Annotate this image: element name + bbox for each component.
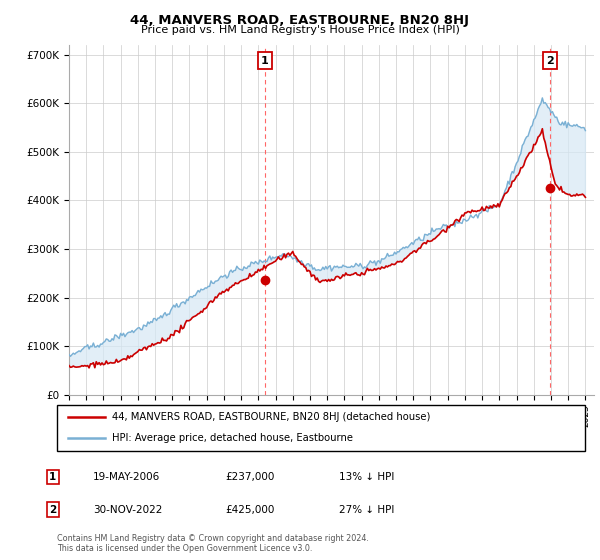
Text: Price paid vs. HM Land Registry's House Price Index (HPI): Price paid vs. HM Land Registry's House … xyxy=(140,25,460,35)
Text: 13% ↓ HPI: 13% ↓ HPI xyxy=(339,472,394,482)
Text: 1: 1 xyxy=(49,472,56,482)
Text: Contains HM Land Registry data © Crown copyright and database right 2024.
This d: Contains HM Land Registry data © Crown c… xyxy=(57,534,369,553)
Text: 27% ↓ HPI: 27% ↓ HPI xyxy=(339,505,394,515)
Text: 1: 1 xyxy=(261,55,269,66)
Text: 44, MANVERS ROAD, EASTBOURNE, BN20 8HJ (detached house): 44, MANVERS ROAD, EASTBOURNE, BN20 8HJ (… xyxy=(112,412,431,422)
Text: 44, MANVERS ROAD, EASTBOURNE, BN20 8HJ: 44, MANVERS ROAD, EASTBOURNE, BN20 8HJ xyxy=(131,14,470,27)
Text: 19-MAY-2006: 19-MAY-2006 xyxy=(93,472,160,482)
Text: 30-NOV-2022: 30-NOV-2022 xyxy=(93,505,163,515)
Text: 2: 2 xyxy=(546,55,553,66)
Text: HPI: Average price, detached house, Eastbourne: HPI: Average price, detached house, East… xyxy=(112,433,353,444)
Text: £425,000: £425,000 xyxy=(225,505,274,515)
Text: 2: 2 xyxy=(49,505,56,515)
Text: £237,000: £237,000 xyxy=(225,472,274,482)
